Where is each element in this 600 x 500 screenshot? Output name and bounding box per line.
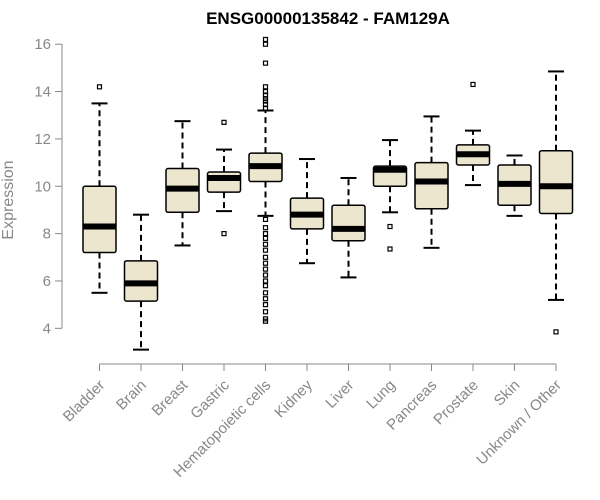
box-group: [455, 81, 491, 187]
outlier-point: [262, 36, 269, 43]
outlier-point: [262, 241, 269, 247]
outlier-point: [470, 81, 476, 88]
y-tick-label: 16: [34, 36, 51, 53]
box-group: [289, 158, 325, 265]
box-group: [206, 119, 242, 237]
outlier-point: [262, 302, 269, 308]
outlier-point: [262, 272, 269, 278]
y-tick-label: 8: [43, 226, 51, 243]
y-tick-label: 12: [34, 131, 51, 148]
outlier-point: [262, 60, 269, 66]
outlier-point: [262, 254, 269, 260]
y-tick-label: 10: [34, 178, 51, 195]
x-tick-label: Prostate: [430, 377, 482, 429]
x-tick-label: Breast: [149, 376, 192, 419]
outlier-point: [262, 216, 269, 223]
outlier-point: [262, 318, 269, 324]
outlier-point: [262, 309, 269, 315]
box-group: [123, 213, 159, 351]
x-tick-label: Liver: [322, 377, 357, 412]
outlier-point: [262, 260, 269, 266]
y-tick-label: 6: [43, 273, 51, 290]
outlier-point: [387, 223, 393, 230]
outlier-point: [553, 329, 559, 335]
boxes-group: [82, 36, 574, 351]
outlier-point: [262, 105, 269, 111]
outlier-point: [262, 235, 269, 241]
x-tick-label: Skin: [491, 377, 524, 410]
box-group: [82, 84, 117, 294]
outlier-point: [262, 41, 269, 47]
outlier-point: [96, 84, 103, 90]
box-iqr: [82, 185, 117, 254]
box-group: [497, 154, 532, 217]
outlier-point: [262, 231, 269, 237]
outlier-point: [387, 246, 393, 252]
x-tick-label: Lung: [363, 377, 399, 413]
box-iqr: [414, 161, 449, 210]
box-group: [372, 139, 408, 252]
y-axis: 4 6 8 10 12 14 16: [34, 36, 63, 337]
box-group: [538, 70, 574, 335]
box-group: [414, 115, 449, 249]
x-tick-label: Bladder: [60, 377, 109, 426]
outlier-point: [262, 225, 269, 231]
y-tick-label: 4: [43, 320, 51, 337]
x-tick-label: Kidney: [271, 376, 316, 421]
outlier-point: [262, 84, 269, 90]
box-iqr: [331, 204, 366, 242]
outlier-point: [262, 296, 269, 302]
outlier-point: [262, 247, 269, 253]
chart-title: ENSG00000135842 - FAM129A: [206, 9, 450, 28]
box-group: [248, 36, 283, 324]
box-group: [165, 120, 200, 247]
box-iqr: [538, 150, 574, 215]
outlier-point: [262, 278, 269, 284]
y-tick-label: 14: [34, 84, 51, 101]
outlier-point: [221, 119, 227, 125]
x-tick-label: Brain: [113, 377, 150, 414]
outlier-point: [262, 283, 269, 289]
y-axis-label: Expression: [0, 160, 17, 239]
outlier-point: [262, 290, 269, 296]
outlier-point: [221, 231, 227, 237]
box-group: [331, 176, 366, 279]
outlier-point: [262, 266, 269, 272]
